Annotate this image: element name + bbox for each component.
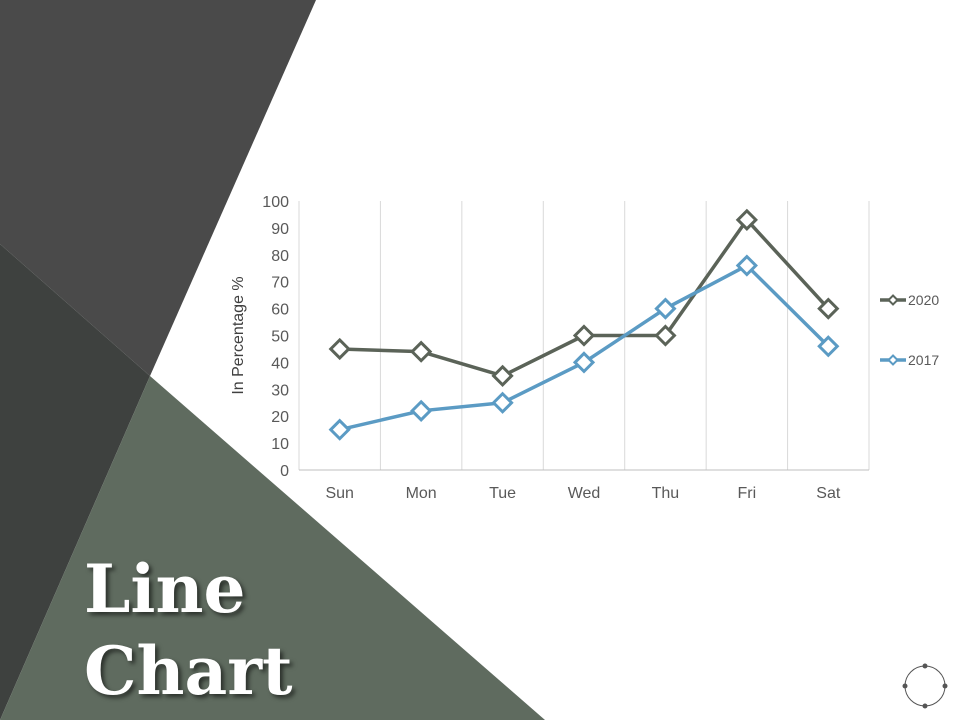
x-tick-label: Sat [816,485,841,502]
slide-title-line1: Line [84,550,246,628]
slide-title: Line Chart [84,548,293,712]
x-tick-label: Wed [568,485,601,502]
bg-darker-triangle [0,244,150,720]
y-tick-label: 50 [271,329,289,346]
y-tick-label: 100 [262,194,289,211]
data-point-2017 [817,335,840,358]
legend-marker-2017 [887,354,899,366]
y-axis-title: In Percentage % [230,276,247,394]
x-tick-label: Sun [325,485,353,502]
data-point-2017 [654,297,677,320]
data-point-2017 [735,254,758,277]
legend-label-2020: 2020 [908,292,939,308]
y-tick-label: 70 [271,275,289,292]
y-tick-label: 10 [271,436,289,453]
data-point-2017 [491,391,514,414]
y-tick-label: 20 [271,409,289,426]
data-point-2020 [328,337,351,361]
data-point-2020 [491,364,514,387]
navigation-circle-icon[interactable] [901,662,949,710]
y-tick-label: 40 [271,355,289,372]
bg-dark-triangle [0,0,316,376]
data-point-2020 [572,324,596,347]
y-tick-label: 0 [280,463,289,480]
data-point-2017 [328,418,351,441]
y-tick-label: 60 [271,302,289,319]
y-tick-label: 80 [271,248,289,265]
data-point-2017 [572,351,596,374]
x-tick-label: Thu [652,485,680,502]
data-point-2017 [410,399,433,422]
legend-label-2017: 2017 [908,352,939,368]
bg-green-triangle [0,376,545,720]
series-line-2017 [339,263,830,432]
x-tick-label: Fri [738,485,757,502]
data-point-2020 [410,340,433,363]
x-tick-label: Tue [489,485,516,502]
data-point-2020 [654,324,677,347]
x-tick-label: Mon [406,485,437,502]
legend-marker-2020 [887,294,899,306]
data-point-2020 [817,297,840,320]
y-tick-label: 90 [271,221,289,238]
slide-title-line2: Chart [84,632,293,710]
y-tick-label: 30 [271,382,289,399]
data-point-2020 [735,208,758,231]
